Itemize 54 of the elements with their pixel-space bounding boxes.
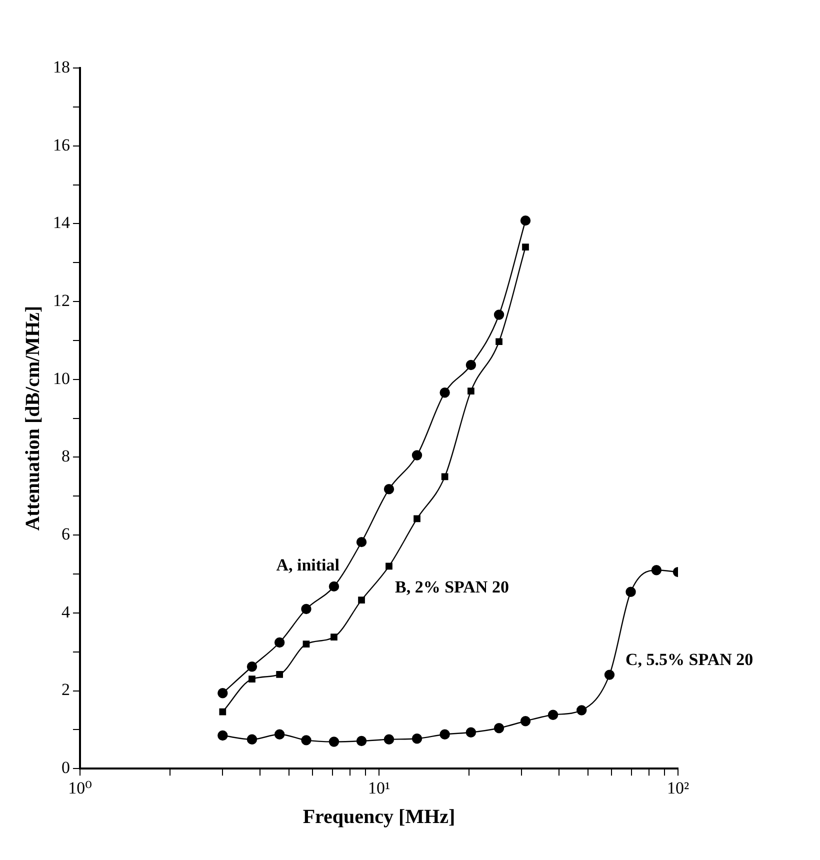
point: [496, 338, 502, 346]
point: [441, 473, 448, 480]
point: [246, 734, 258, 745]
point: [384, 734, 394, 745]
y-tick-label: 18: [53, 57, 70, 76]
point: [576, 705, 587, 716]
point: [440, 729, 450, 740]
point: [274, 729, 285, 740]
point: [246, 662, 258, 672]
y-tick-label: 4: [62, 602, 70, 622]
x-tick-label: 10²: [666, 778, 690, 798]
y-tick-label: 6: [62, 524, 70, 544]
point: [330, 634, 338, 640]
x-tick-label: 10¹: [368, 778, 390, 798]
point: [468, 388, 474, 394]
y-tick-label: 2: [62, 680, 70, 700]
point: [328, 581, 340, 592]
point: [466, 360, 476, 370]
point: [248, 676, 256, 683]
point: [384, 484, 394, 494]
y-tick-label: 16: [53, 135, 70, 154]
point: [440, 388, 450, 398]
y-tick-label: 12: [53, 291, 70, 310]
point: [548, 710, 558, 720]
y-tick-label: 14: [53, 213, 70, 232]
point: [328, 736, 340, 747]
point: [358, 596, 365, 604]
y-axis-title: Attenuation [dB/cm/MHz]: [22, 306, 44, 531]
point: [386, 562, 392, 570]
point: [414, 515, 420, 522]
point: [412, 734, 422, 744]
point: [520, 215, 531, 226]
point: [276, 670, 283, 678]
point: [604, 670, 615, 680]
point: [522, 244, 529, 250]
point: [494, 723, 504, 734]
point: [301, 735, 312, 746]
x-axis-title: Frequency [MHz]: [302, 806, 456, 828]
point: [494, 310, 504, 320]
series-label: B, 2% SPAN 20: [394, 578, 509, 597]
point: [356, 536, 367, 548]
y-tick-label: 0: [62, 758, 70, 778]
series-label: C, 5.5% SPAN 20: [625, 650, 754, 670]
y-tick-label: 8: [62, 446, 70, 466]
series-label: A, initial: [276, 555, 340, 574]
point: [356, 736, 367, 746]
point: [274, 637, 285, 648]
point: [302, 640, 310, 648]
point: [412, 450, 422, 460]
x-tick-label: 10⁰: [68, 778, 92, 798]
point: [301, 604, 312, 614]
point: [466, 727, 476, 738]
y-tick-label: 10: [53, 368, 70, 388]
point: [520, 716, 531, 726]
